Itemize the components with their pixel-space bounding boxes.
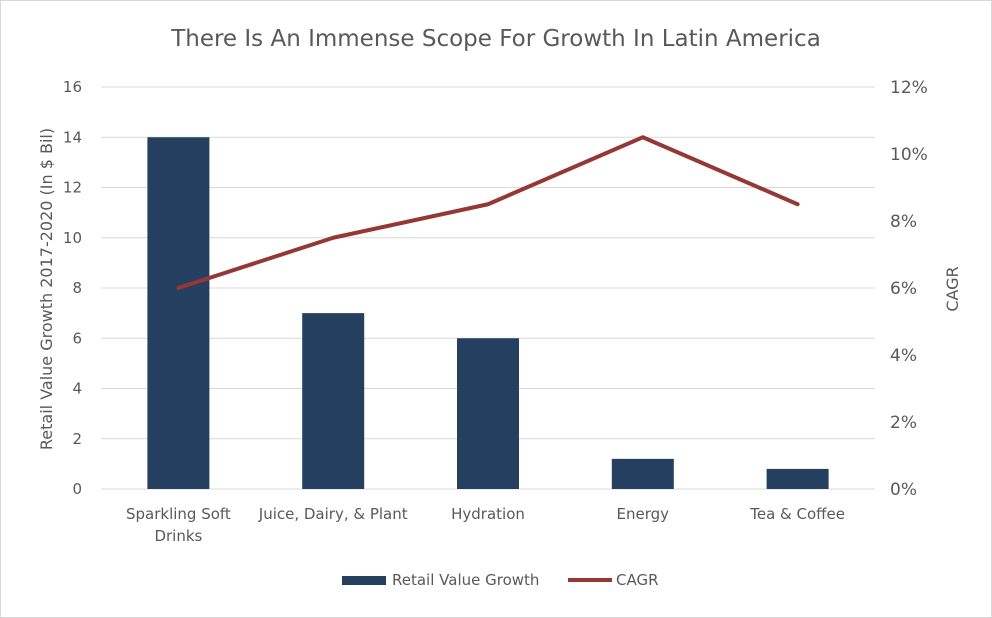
cagr-line [176,135,800,290]
legend-swatch-bar [342,575,386,585]
category-label: Tea & Coffee [749,505,845,523]
right-axis-tick-label: 6% [890,279,917,299]
line-series [176,135,800,290]
left-axis-tick-label: 2 [72,430,82,448]
cagr-point [797,203,799,205]
left-axis-tick-label: 6 [72,329,82,347]
category-label: Energy [617,505,670,523]
chart-title: There Is An Immense Scope For Growth In … [171,26,821,52]
bar [147,137,210,489]
left-axis-ticks: 0 2 4 6 8 10 12 14 16 [63,78,82,498]
legend-swatch-line [568,578,612,582]
left-axis-tick-label: 4 [72,380,82,398]
category-label: Juice, Dairy, & Plant [258,505,408,523]
left-axis-tick-label: 0 [72,480,82,498]
right-axis-tick-label: 4% [890,346,917,366]
left-axis-tick-label: 12 [63,179,82,197]
category-label: Drinks [154,527,202,545]
right-axis-tick-label: 10% [890,145,928,165]
right-axis-ticks: 0% 2% 4% 6% 8% 10% 12% [890,78,928,500]
legend-item-bar: Retail Value Growth [342,571,539,589]
left-axis-title: Retail Value Growth 2017-2020 (In $ Bil) [37,128,56,450]
category-label: Hydration [451,505,525,523]
legend-label-line: CAGR [616,571,659,589]
left-axis-tick-label: 10 [63,229,82,247]
left-axis-tick-label: 16 [63,78,82,96]
left-axis-tick-label: 14 [63,128,82,146]
left-axis-tick-label: 8 [72,279,82,297]
bar [302,313,365,489]
legend: Retail Value Growth CAGR [0,571,992,595]
legend-item-line: CAGR [568,571,659,589]
bar-series [147,137,829,489]
category-label: Sparkling Soft [126,505,231,523]
right-axis-tick-label: 12% [890,78,928,98]
bar [457,338,519,489]
right-axis-tick-label: 2% [890,413,917,433]
right-axis-tick-label: 0% [890,480,917,500]
category-labels: Sparkling Soft Drinks Juice, Dairy, & Plan… [126,505,845,545]
bar [611,458,674,489]
right-axis-title: CAGR [943,266,962,311]
cagr-point [487,203,489,205]
bar [766,468,829,489]
cagr-point [332,237,334,239]
legend-label-bar: Retail Value Growth [392,571,540,589]
right-axis-tick-label: 8% [890,212,917,232]
cagr-point [177,287,179,289]
cagr-point [642,136,644,138]
